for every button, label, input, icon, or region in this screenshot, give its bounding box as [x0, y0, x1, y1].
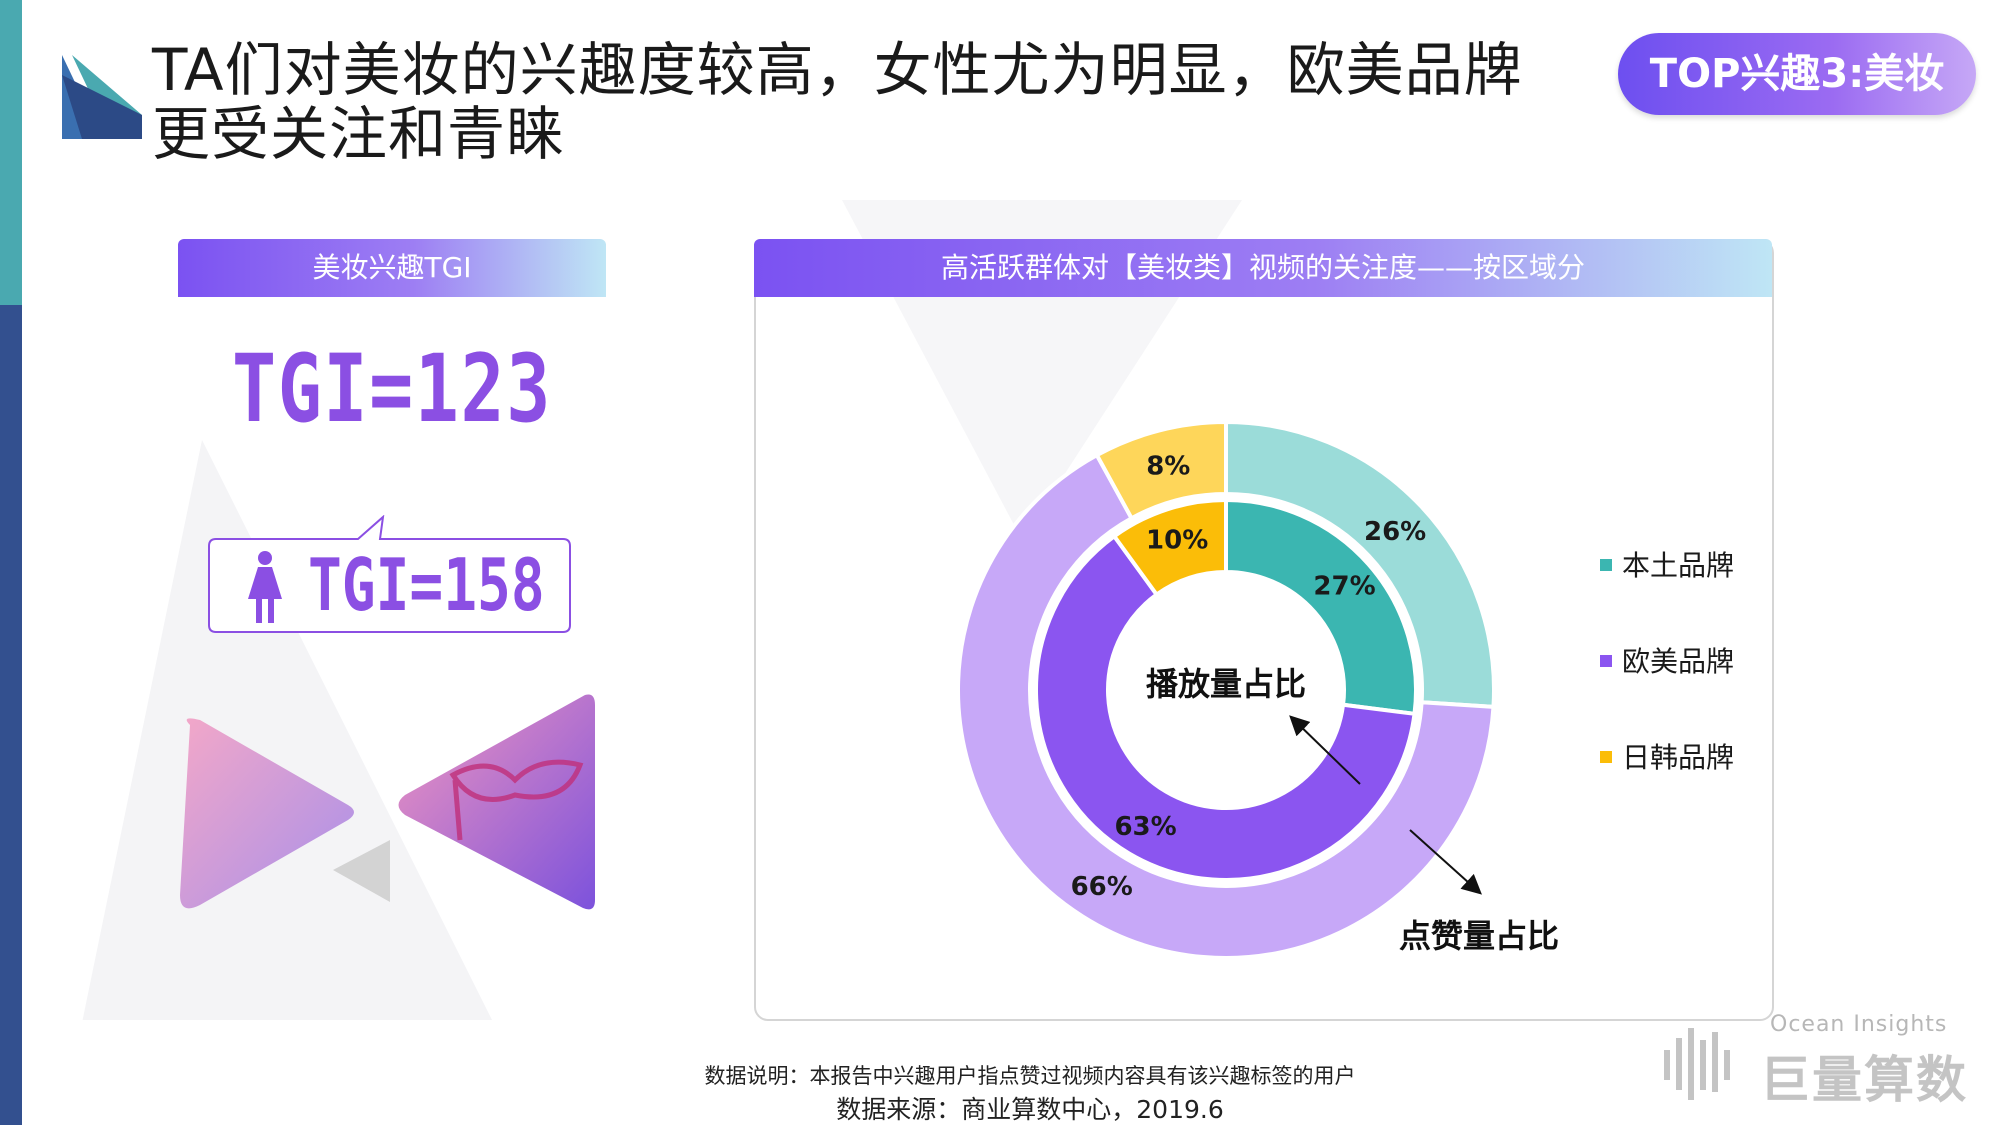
inner-slice-label-2: 10% [1146, 526, 1208, 556]
tgi-female: TGI=158 [308, 543, 545, 627]
brand-english: Ocean Insights [1770, 1012, 1948, 1037]
brand-chinese: 巨量算数 [1760, 1051, 1968, 1109]
triangle-logo-icon [62, 55, 142, 139]
legend-label-2: 日韩品牌 [1622, 741, 1734, 774]
left-accent-bar [0, 0, 22, 305]
outer-slice-2 [1094, 419, 1228, 521]
left-accent-bar-lower [0, 305, 22, 1125]
tgi-overall: TGI=123 [232, 335, 552, 444]
outer-ring-label: 点赞量占比 [1399, 917, 1559, 955]
ocean-insights-logo-icon [1664, 1028, 1730, 1100]
legend-swatch-2 [1600, 751, 1612, 763]
data-source: 数据来源：商业算数中心，2019.6 [836, 1095, 1224, 1124]
inner-slice-2 [1111, 497, 1228, 598]
legend-label-0: 本土品牌 [1622, 549, 1734, 582]
donut-chart: 27% 63% 10% 26% 66% 8% 播放量占比 点赞量占比 本土品牌欧美品牌日韩… [956, 419, 1734, 960]
speech-bubble [208, 515, 571, 633]
inner-slice-label-1: 63% [1114, 812, 1176, 842]
outer-slice-label-0: 26% [1364, 517, 1426, 547]
inner-ring-label: 播放量占比 [1146, 665, 1306, 703]
right-panel-header: 高活跃群体对【美妆类】视频的关注度——按区域分 [754, 239, 1772, 297]
outer-slice-1 [956, 452, 1496, 960]
outer-label-arrow [1409, 829, 1482, 895]
title-line-2: 更受关注和青睐 [152, 100, 566, 168]
female-icon [248, 551, 282, 623]
inner-slice-1 [1034, 533, 1417, 882]
left-panel-header: 美妆兴趣TGI [178, 239, 606, 297]
legend-label-1: 欧美品牌 [1622, 645, 1734, 678]
topic-tag: TOP兴趣3:美妆 [1618, 33, 1976, 115]
outer-slice-0 [1224, 419, 1496, 709]
inner-slice-0 [1224, 497, 1418, 717]
outer-slice-label-2: 8% [1146, 451, 1190, 481]
page-title: TA们对美妆的兴趣度较高，女性尤为明显，欧美品牌 更受关注和青睐 [152, 38, 1552, 166]
decorative-play-triangles [180, 694, 595, 910]
legend-swatch-0 [1600, 559, 1612, 571]
legend-swatch-1 [1600, 655, 1612, 667]
inner-slice-label-0: 27% [1313, 572, 1375, 602]
title-line-1: TA们对美妆的兴趣度较高，女性尤为明显，欧美品牌 [152, 36, 1523, 104]
inner-label-arrow [1289, 715, 1361, 785]
outer-slice-label-1: 66% [1071, 872, 1133, 902]
data-note: 数据说明：本报告中兴趣用户指点赞过视频内容具有该兴趣标签的用户 [704, 1064, 1356, 1088]
mask-icon [449, 759, 584, 841]
